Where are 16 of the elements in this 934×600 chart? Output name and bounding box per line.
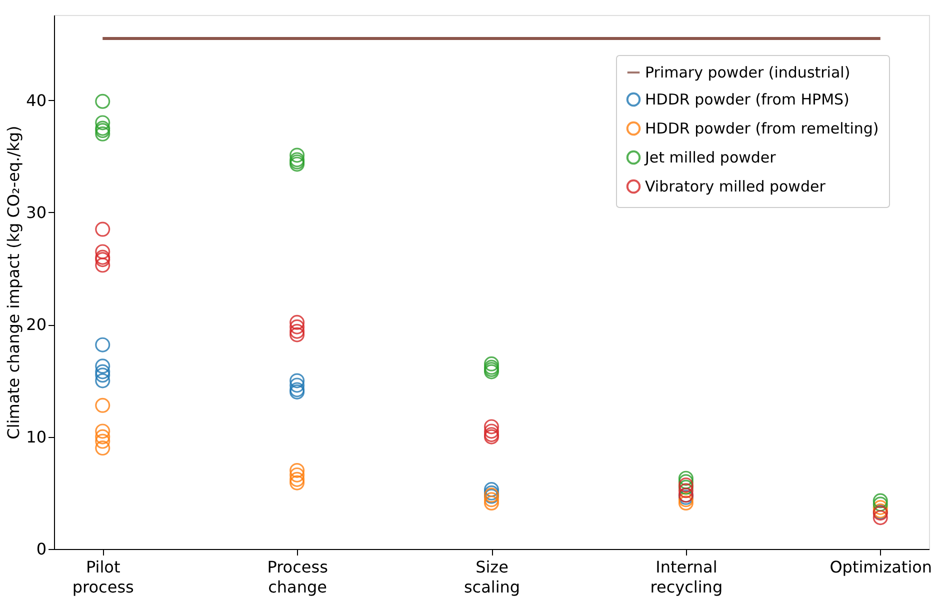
- x-tick-label: Size scaling: [464, 558, 520, 596]
- legend-label: Vibratory milled powder: [645, 178, 826, 196]
- legend-label: Primary powder (industrial): [645, 64, 850, 82]
- legend-label: HDDR powder (from remelting): [645, 120, 879, 138]
- y-tick-label: 10: [26, 427, 46, 446]
- y-tick-label: 40: [26, 90, 46, 110]
- legend-label: HDDR powder (from HPMS): [645, 90, 850, 108]
- x-tick-label: Optimization: [830, 558, 932, 576]
- y-tick-label: 0: [36, 540, 46, 558]
- y-tick-label: 20: [26, 315, 46, 334]
- y-tick-label: 30: [26, 202, 46, 222]
- x-tick-label: Process change: [267, 558, 328, 596]
- legend-label: Jet milled powder: [644, 148, 777, 166]
- x-tick-label: Pilot process: [72, 558, 134, 596]
- x-tick-label: Internal recycling: [650, 558, 723, 596]
- y-axis-title: Climate change impact (kg CO₂-eq./kg): [4, 126, 24, 440]
